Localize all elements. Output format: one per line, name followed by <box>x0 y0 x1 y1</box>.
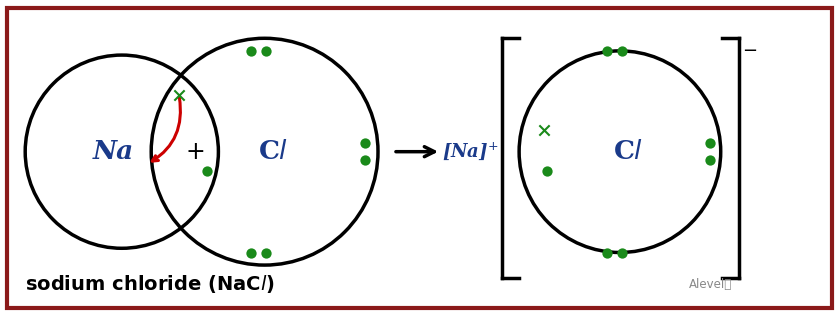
Point <box>601 250 614 255</box>
Point <box>703 158 717 163</box>
Point <box>260 250 273 255</box>
Text: C$\mathit{l}$: C$\mathit{l}$ <box>613 139 643 164</box>
Point <box>616 250 629 255</box>
Point <box>260 48 273 53</box>
Text: +: + <box>186 140 206 164</box>
Point <box>601 48 614 53</box>
Text: Na: Na <box>92 139 134 164</box>
Point <box>359 140 372 145</box>
Point <box>359 158 372 163</box>
Text: [Na]$^{+}$: [Na]$^{+}$ <box>442 141 499 162</box>
Point <box>201 168 214 173</box>
Point <box>244 250 258 255</box>
Point <box>540 168 554 173</box>
Text: C$\mathit{l}$: C$\mathit{l}$ <box>258 139 288 164</box>
Point <box>703 140 717 145</box>
Text: Alevel菌: Alevel菌 <box>689 278 732 291</box>
Text: −: − <box>743 42 758 59</box>
Point <box>244 48 258 53</box>
Point <box>616 48 629 53</box>
Point <box>538 127 551 132</box>
Point <box>172 92 186 97</box>
Text: sodium chloride (NaC$\mathit{l}$): sodium chloride (NaC$\mathit{l}$) <box>25 273 275 295</box>
